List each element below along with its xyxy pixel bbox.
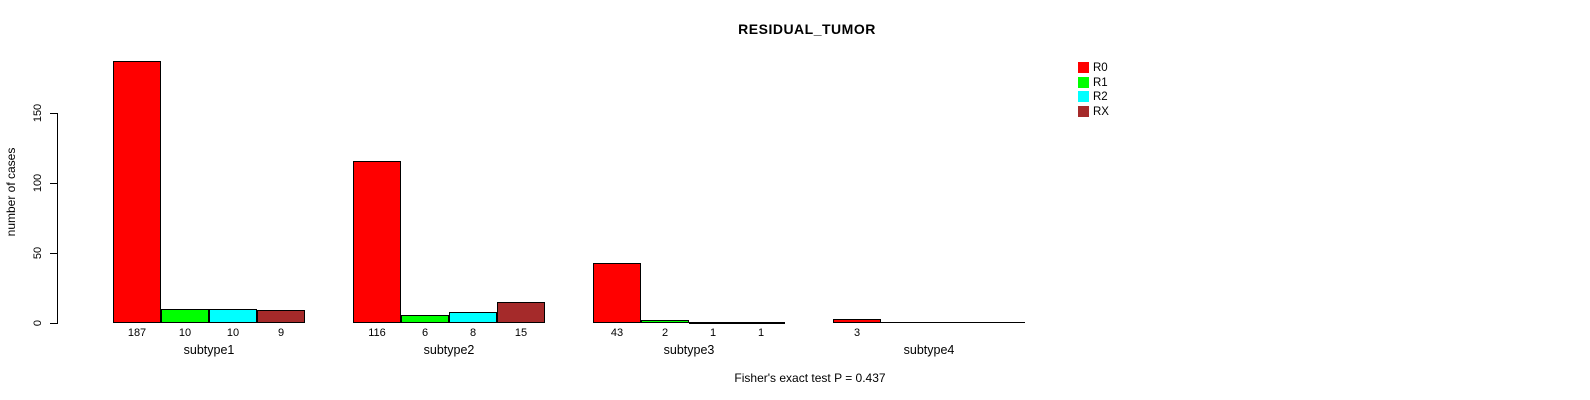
legend-swatch-R1 [1078, 76, 1089, 88]
y-axis-tick [50, 323, 57, 324]
y-axis-line [57, 113, 58, 324]
legend-label-RX: RX [1093, 105, 1109, 118]
bar-value-label-subtype3-R0: 43 [610, 327, 624, 339]
bar-subtype4-R0 [833, 319, 881, 323]
legend-label-R2: R2 [1093, 91, 1108, 103]
bar-subtype2-RX [497, 302, 545, 323]
bar-value-label-subtype2-R1: 6 [421, 327, 429, 339]
y-axis-title: number of cases [4, 147, 18, 237]
bar-subtype4-RX [977, 322, 1025, 323]
bar-value-label-subtype3-R2: 1 [709, 327, 717, 339]
bar-value-label-subtype1-RX: 9 [277, 327, 285, 339]
bar-subtype1-R2 [209, 309, 257, 323]
y-axis-tick [50, 253, 57, 254]
bar-value-label-subtype2-R2: 8 [469, 327, 477, 339]
bar-subtype2-R1 [401, 315, 449, 323]
bar-value-label-subtype1-R1: 10 [178, 327, 192, 339]
y-axis-tick-label: 50 [32, 246, 44, 260]
bar-value-label-subtype4-R0: 3 [853, 327, 861, 339]
bar-subtype1-R1 [161, 309, 209, 323]
y-axis-tick [50, 183, 57, 184]
legend-swatch-R2 [1078, 91, 1089, 102]
bar-value-label-subtype3-RX: 1 [757, 327, 765, 339]
y-axis-tick [50, 113, 57, 114]
bar-value-label-subtype2-R0: 116 [368, 327, 386, 339]
legend-label-R1: R1 [1093, 76, 1108, 89]
bar-subtype2-R2 [449, 312, 497, 323]
category-label-subtype3: subtype3 [663, 343, 715, 357]
bar-subtype3-R1 [641, 320, 689, 323]
category-label-subtype4: subtype4 [903, 343, 955, 357]
bar-subtype3-R2 [689, 322, 737, 324]
bar-subtype3-RX [737, 322, 785, 324]
category-label-subtype1: subtype1 [183, 343, 235, 357]
statistical-test-annotation: Fisher's exact test P = 0.437 [734, 371, 886, 385]
bar-subtype1-R0 [113, 61, 161, 323]
bar-value-label-subtype2-RX: 15 [514, 327, 528, 339]
bar-subtype3-R0 [593, 263, 641, 323]
bar-value-label-subtype1-R2: 10 [226, 327, 240, 339]
bar-subtype2-R0 [353, 161, 401, 323]
legend-label-R0: R0 [1093, 62, 1108, 74]
bar-subtype4-R2 [929, 322, 977, 323]
category-label-subtype2: subtype2 [423, 343, 475, 357]
bar-subtype1-RX [257, 310, 305, 323]
bar-value-label-subtype3-R1: 2 [661, 327, 669, 339]
chart-title: RESIDUAL_TUMOR [738, 21, 876, 37]
y-axis-tick-label: 0 [32, 319, 44, 327]
y-axis-tick-label: 150 [32, 103, 44, 123]
legend-swatch-R0 [1078, 62, 1089, 73]
bar-value-label-subtype1-R0: 187 [127, 327, 147, 339]
bar-subtype4-R1 [881, 322, 929, 323]
y-axis-tick-label: 100 [32, 173, 44, 193]
legend-swatch-RX [1078, 105, 1089, 117]
